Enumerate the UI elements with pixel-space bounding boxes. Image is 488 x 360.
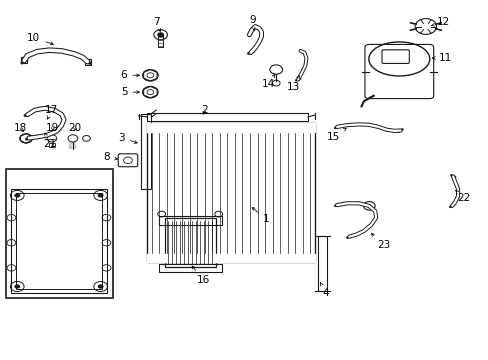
Bar: [147, 123, 315, 132]
Bar: [317, 235, 327, 291]
Bar: [11, 189, 106, 293]
Text: 20: 20: [69, 123, 81, 133]
Text: 2: 2: [201, 105, 207, 115]
Text: 1: 1: [252, 207, 269, 224]
Bar: [16, 193, 102, 289]
Circle shape: [14, 284, 20, 289]
Text: 12: 12: [430, 17, 449, 27]
Circle shape: [14, 193, 20, 198]
Text: 11: 11: [432, 53, 451, 63]
Bar: [158, 34, 163, 47]
Circle shape: [98, 284, 103, 289]
Circle shape: [157, 32, 163, 37]
Bar: [158, 264, 221, 272]
Text: 23: 23: [371, 234, 389, 250]
Text: 10: 10: [27, 33, 53, 45]
Circle shape: [98, 193, 103, 198]
Text: 3: 3: [118, 133, 137, 143]
Text: 8: 8: [103, 152, 117, 162]
Text: 22: 22: [454, 190, 469, 203]
Text: 18: 18: [14, 123, 27, 133]
Bar: [147, 253, 315, 262]
Text: 16: 16: [192, 266, 210, 285]
Text: 5: 5: [121, 87, 139, 97]
Bar: [141, 114, 151, 189]
Bar: [147, 123, 315, 262]
Text: 7: 7: [153, 17, 160, 31]
Bar: [147, 253, 315, 262]
Text: 21: 21: [43, 133, 56, 149]
Text: 9: 9: [248, 15, 255, 31]
Bar: [147, 123, 315, 132]
Bar: [164, 219, 215, 267]
Text: 15: 15: [326, 128, 346, 142]
Text: 4: 4: [320, 283, 328, 298]
Bar: [5, 169, 113, 298]
Bar: [49, 143, 55, 147]
Text: 19: 19: [46, 123, 60, 133]
Text: 13: 13: [286, 76, 300, 92]
Bar: [158, 216, 221, 225]
Text: 14: 14: [262, 75, 275, 89]
Text: 17: 17: [45, 105, 59, 119]
Text: 6: 6: [121, 70, 139, 80]
